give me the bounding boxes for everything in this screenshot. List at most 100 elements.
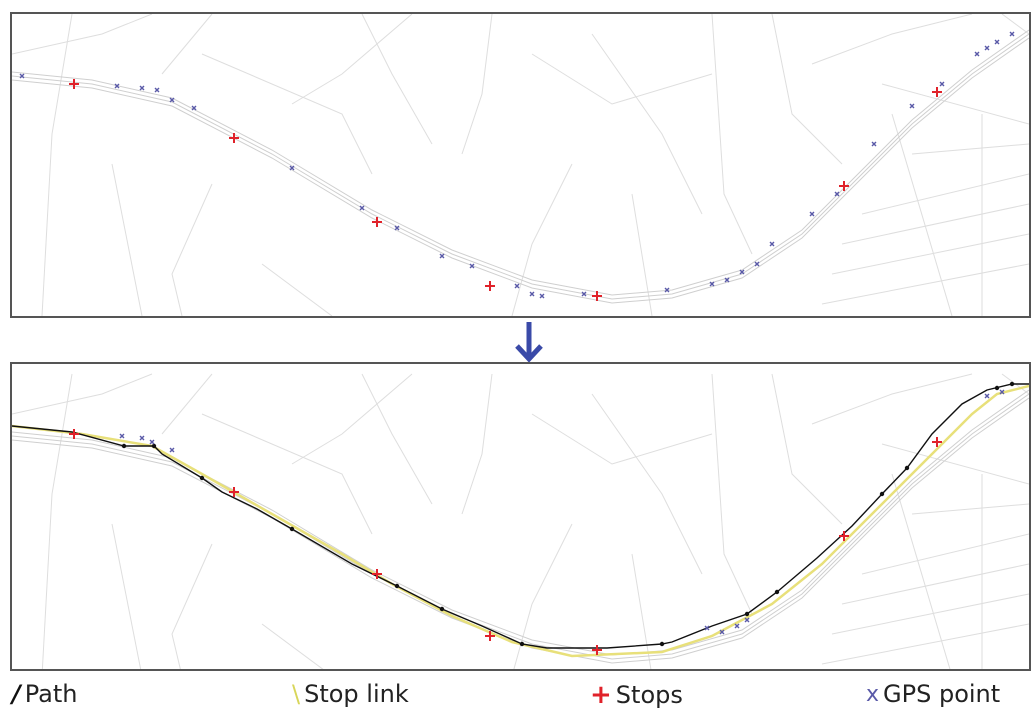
gps-marker-b [1009,31,1015,37]
street-line [771,14,843,165]
gps-marker-b [704,625,710,631]
gps-marker-b [119,433,125,439]
stop-markers [69,429,942,655]
legend-item-path: / Path [12,680,78,708]
street-line [261,263,333,316]
path-node [199,475,205,481]
path-node [121,443,127,449]
path-node [519,641,525,647]
path-node [994,385,1000,391]
street-line [111,523,142,669]
gps-marker-b [809,211,815,217]
street-line [911,503,1029,515]
street-line [41,373,73,669]
street-line [841,563,1029,605]
gps-marker-b [834,191,840,197]
gps-marker-b [394,225,400,231]
gps-marker-b [724,277,730,283]
street-line [891,473,951,669]
map-panel-matched [10,362,1031,671]
main-road-line [12,33,1029,300]
gps-marker-b [999,389,1005,395]
gps-marker-b [739,269,745,275]
street-line [531,53,713,105]
gps-marker-b [149,439,155,445]
street-network [12,373,1029,669]
main-road-line [12,37,1029,304]
street-network [12,14,1029,316]
street-line [841,203,1029,245]
path-node [289,526,295,532]
street-line [201,53,373,175]
arrow-down-icon [515,322,543,363]
gps-marker-b [514,283,520,289]
legend-label-stop-link: Stop link [304,680,409,708]
street-line [261,623,324,669]
gps-marker-b [581,291,587,297]
street-line [41,14,73,316]
map-matched-canvas [12,373,1029,669]
street-line [911,143,1029,155]
gps-marker-b [539,293,545,299]
street-line [12,373,153,415]
street-line [111,163,143,316]
street-line [201,413,373,535]
path-node [774,589,780,595]
path-node [744,611,750,617]
street-line [831,593,1029,635]
gps-marker-b [734,623,740,629]
legend-item-stops: + Stops [590,680,683,710]
legend-label-path: Path [24,680,78,708]
gps-marker-b [709,281,715,287]
plus-icon: + [590,680,612,710]
path-line-icon: / [12,680,21,708]
gps-marker-b [114,83,120,89]
street-line [171,183,213,316]
street-line [513,523,573,669]
street-line [591,33,703,215]
gps-marker-b [984,45,990,51]
gps-marker-b [19,73,25,79]
street-line [821,623,1029,665]
gps-marker-b [169,97,175,103]
gps-marker-b [719,629,725,635]
street-line [821,263,1029,305]
street-line [511,163,573,316]
stop-link-line [12,384,1029,658]
gps-points [19,31,1015,299]
main-road-line [12,29,1029,296]
street-line [891,113,953,316]
street-line [161,14,213,75]
stop-link-line-icon: \ [292,680,301,708]
street-line [291,373,413,465]
street-line [811,14,973,65]
street-line [1001,14,1029,35]
gps-marker-b [191,105,197,111]
street-line [811,373,973,425]
gps-marker-b [139,85,145,91]
street-line [591,393,703,575]
map-panel-raw [10,12,1031,318]
street-line [361,14,433,145]
matched-path [12,381,1029,649]
street-line [861,173,1029,215]
path-node [659,641,665,647]
gps-marker-b [744,617,750,623]
map-raw-canvas [12,14,1029,316]
gps-marker-b [469,263,475,269]
path-line [12,383,1029,649]
street-line [531,413,713,465]
legend-item-stop-link: \ Stop link [292,680,409,708]
gps-marker-b [754,261,760,267]
path-node [879,491,885,497]
x-icon: x [866,681,880,707]
main-road-line [12,397,1029,664]
gps-marker-b [169,447,175,453]
street-line [161,373,213,435]
street-line [711,14,753,255]
street-line [361,373,433,505]
gps-marker-b [871,141,877,147]
path-node [439,606,445,612]
stop-markers [69,79,942,301]
street-line [771,373,843,525]
